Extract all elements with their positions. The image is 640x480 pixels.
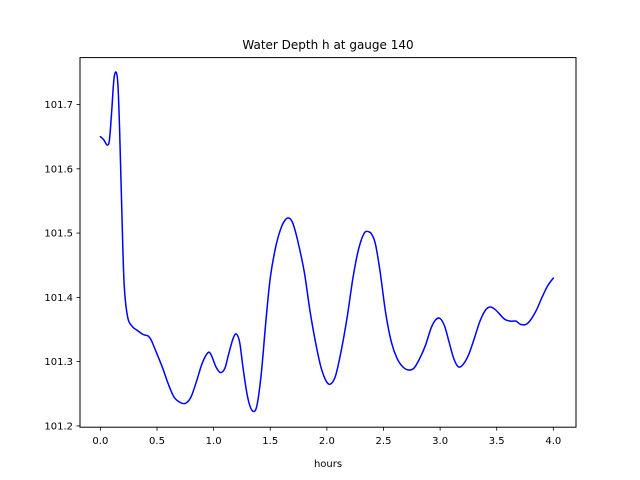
x-axis-label: hours [314, 459, 342, 470]
x-tick-label: 4.0 [545, 436, 561, 447]
x-tick-label: 1.0 [206, 436, 222, 447]
y-tick-label: 101.7 [44, 100, 73, 111]
x-tick-label: 3.0 [432, 436, 448, 447]
y-axis: 101.2 101.3 101.4 101.5 101.6 101.7 [44, 100, 80, 432]
x-tick-label: 0.5 [149, 436, 165, 447]
x-axis: 0.0 0.5 1.0 1.5 2.0 2.5 3.0 3.5 4.0 [92, 427, 561, 447]
x-tick-label: 0.0 [92, 436, 108, 447]
y-tick-label: 101.4 [44, 293, 73, 304]
y-tick-label: 101.2 [44, 421, 73, 432]
y-tick-label: 101.3 [44, 357, 73, 368]
y-tick-label: 101.6 [44, 164, 73, 175]
chart-title: Water Depth h at gauge 140 [242, 38, 413, 52]
y-tick-label: 101.5 [44, 229, 73, 240]
axes-frame [79, 57, 577, 428]
x-tick-label: 1.5 [262, 436, 278, 447]
x-tick-label: 2.5 [376, 436, 392, 447]
x-tick-label: 3.5 [489, 436, 505, 447]
series-line [99, 71, 555, 413]
plot-area [99, 71, 555, 413]
x-tick-label: 2.0 [319, 436, 335, 447]
